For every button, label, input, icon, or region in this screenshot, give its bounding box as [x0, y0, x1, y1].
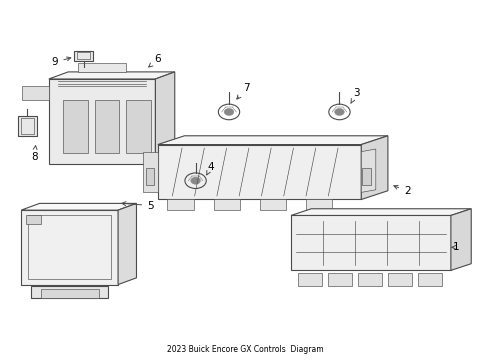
Bar: [41, 289, 98, 298]
Text: 5: 5: [122, 201, 154, 211]
Polygon shape: [361, 136, 388, 199]
Text: 9: 9: [52, 57, 71, 67]
Polygon shape: [418, 273, 441, 286]
Text: 2023 Buick Encore GX Controls  Diagram: 2023 Buick Encore GX Controls Diagram: [167, 345, 323, 354]
Polygon shape: [158, 145, 361, 199]
Polygon shape: [389, 273, 412, 286]
Text: 2: 2: [394, 185, 411, 196]
Bar: [28, 215, 111, 279]
Polygon shape: [358, 273, 382, 286]
Text: 6: 6: [148, 54, 161, 67]
Bar: [214, 199, 240, 210]
Polygon shape: [158, 136, 388, 145]
Circle shape: [335, 108, 344, 116]
Bar: [18, 116, 37, 136]
Bar: [26, 215, 41, 224]
Bar: [77, 53, 91, 59]
Bar: [146, 168, 154, 185]
Text: 4: 4: [207, 162, 215, 175]
Text: 3: 3: [351, 88, 360, 103]
Polygon shape: [21, 210, 118, 284]
Bar: [362, 168, 371, 185]
Bar: [74, 51, 93, 61]
Polygon shape: [21, 203, 137, 210]
Polygon shape: [298, 273, 321, 286]
Polygon shape: [63, 100, 88, 153]
Polygon shape: [291, 215, 451, 270]
Polygon shape: [361, 149, 376, 192]
Bar: [168, 199, 194, 210]
Polygon shape: [126, 100, 150, 153]
Text: 7: 7: [237, 83, 250, 99]
Polygon shape: [31, 286, 108, 298]
Polygon shape: [49, 72, 175, 79]
Polygon shape: [95, 100, 119, 153]
Bar: [306, 199, 332, 210]
Bar: [260, 199, 286, 210]
Polygon shape: [49, 79, 155, 164]
Polygon shape: [291, 209, 471, 215]
Circle shape: [191, 177, 200, 184]
Polygon shape: [155, 72, 175, 164]
Text: 1: 1: [452, 242, 459, 252]
Polygon shape: [143, 152, 158, 192]
Text: 8: 8: [31, 145, 38, 162]
Bar: [21, 118, 34, 134]
Circle shape: [224, 108, 234, 116]
Polygon shape: [451, 209, 471, 270]
Polygon shape: [328, 273, 352, 286]
Polygon shape: [118, 203, 137, 284]
Polygon shape: [22, 86, 49, 100]
Polygon shape: [78, 63, 126, 72]
